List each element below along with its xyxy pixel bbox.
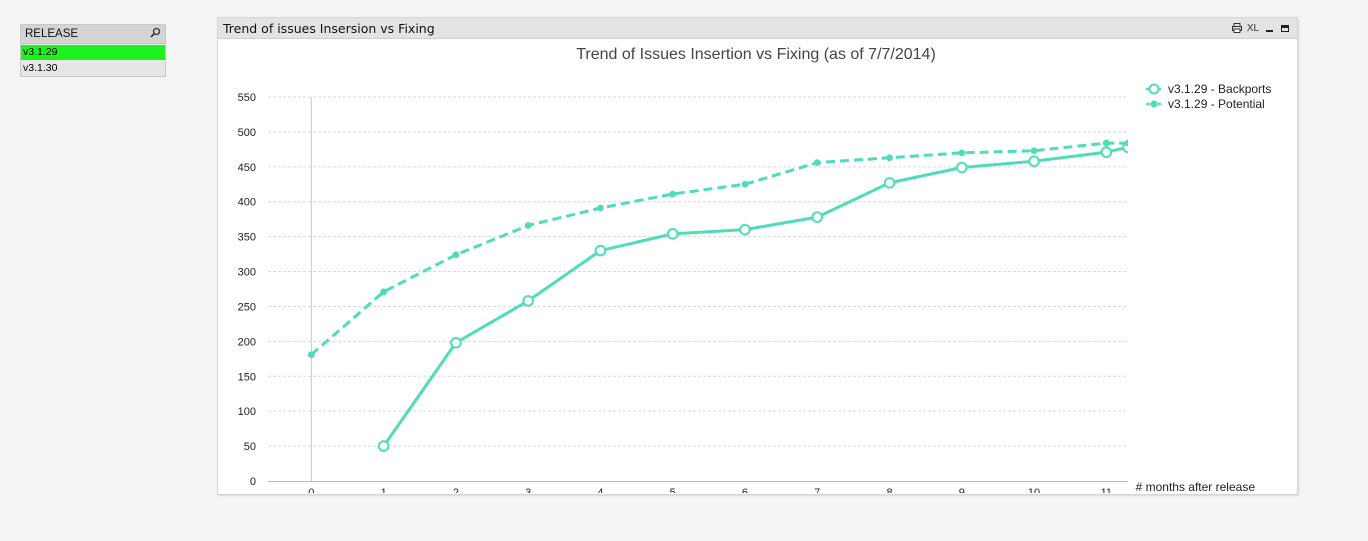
y-tick-label: 0 — [250, 476, 256, 488]
y-tick-label: 350 — [238, 232, 256, 244]
legend-label: v3.1.29 - Potential — [1168, 97, 1265, 111]
data-point-potential — [380, 288, 388, 296]
x-tick-label: 7 — [814, 487, 820, 493]
x-tick-label: 9 — [959, 487, 965, 493]
x-tick-label: 0 — [308, 487, 314, 493]
release-item-v3-1-29[interactable]: v3.1.29 — [21, 44, 165, 60]
data-point-potential — [741, 180, 749, 188]
minimize-icon[interactable] — [1263, 22, 1275, 34]
x-tick-label: 6 — [742, 487, 748, 493]
data-point-backports — [450, 336, 462, 349]
data-point-potential — [452, 251, 460, 259]
y-tick-label: 500 — [238, 127, 256, 139]
series-line-potential — [310, 141, 1128, 356]
release-listbox: RELEASE v3.1.29 v3.1.30 — [20, 24, 166, 77]
x-tick-label: 8 — [886, 487, 892, 493]
x-tick-label: 10 — [1028, 487, 1040, 493]
data-point-potential — [1102, 139, 1110, 147]
x-tick-label: 1 — [381, 487, 387, 493]
xl-icon[interactable]: XL — [1246, 22, 1260, 34]
line-chart: Trend of Issues Insertion vs Fixing (as … — [238, 46, 1272, 499]
chart-caption-title: Trend of issues Insersion vs Fixing — [223, 20, 435, 36]
print-icon[interactable] — [1231, 22, 1243, 34]
y-tick-label: 450 — [238, 162, 256, 174]
x-tick-label: 4 — [597, 487, 603, 493]
data-point-backports — [522, 295, 534, 307]
chart-caption-bar[interactable]: Trend of issues Insersion vs Fixing XL — [218, 18, 1297, 39]
data-point-backports — [955, 161, 968, 174]
data-point-potential — [958, 149, 966, 157]
legend-marker — [1148, 83, 1160, 95]
y-tick-label: 250 — [238, 301, 256, 313]
data-point-backports — [739, 223, 751, 236]
y-tick-label: 50 — [244, 441, 256, 453]
y-tick-label: 550 — [238, 92, 256, 104]
data-point-backports — [883, 177, 896, 189]
chart-title: Trend of Issues Insertion vs Fixing (as … — [576, 46, 936, 63]
data-point-backports — [1100, 146, 1113, 158]
x-tick-label: 11 — [1101, 487, 1112, 493]
search-icon[interactable] — [150, 27, 161, 41]
y-tick-label: 400 — [238, 197, 256, 209]
series-line-backports — [382, 145, 1128, 447]
legend-marker — [1150, 100, 1158, 108]
maximize-icon[interactable] — [1279, 22, 1291, 34]
y-tick-label: 200 — [238, 336, 256, 348]
x-axis-label: # months after release — [1136, 480, 1256, 493]
x-tick-label: 2 — [453, 487, 459, 493]
data-point-backports — [377, 440, 390, 452]
data-point-potential — [813, 159, 821, 167]
release-listbox-header[interactable]: RELEASE — [21, 25, 165, 44]
data-point-potential — [669, 190, 677, 198]
data-point-backports — [594, 244, 607, 257]
data-point-potential — [307, 351, 315, 359]
data-point-backports — [666, 228, 679, 240]
data-point-potential — [1030, 147, 1038, 155]
data-point-potential — [597, 204, 604, 212]
legend-label: v3.1.29 - Backports — [1168, 82, 1271, 96]
data-point-potential — [886, 154, 893, 162]
y-tick-label: 300 — [238, 267, 256, 279]
y-tick-label: 100 — [238, 406, 256, 418]
release-item-v3-1-30[interactable]: v3.1.30 — [21, 60, 165, 76]
chart-panel: Trend of issues Insersion vs Fixing XL T… — [217, 17, 1298, 499]
release-listbox-title: RELEASE — [25, 28, 79, 40]
y-tick-label: 150 — [238, 371, 256, 383]
data-point-backports — [811, 211, 824, 223]
data-point-potential — [524, 222, 532, 229]
data-point-backports — [1028, 155, 1040, 168]
x-tick-label: 5 — [670, 487, 676, 493]
x-tick-label: 3 — [525, 487, 531, 493]
data-point-potential — [1124, 139, 1128, 147]
